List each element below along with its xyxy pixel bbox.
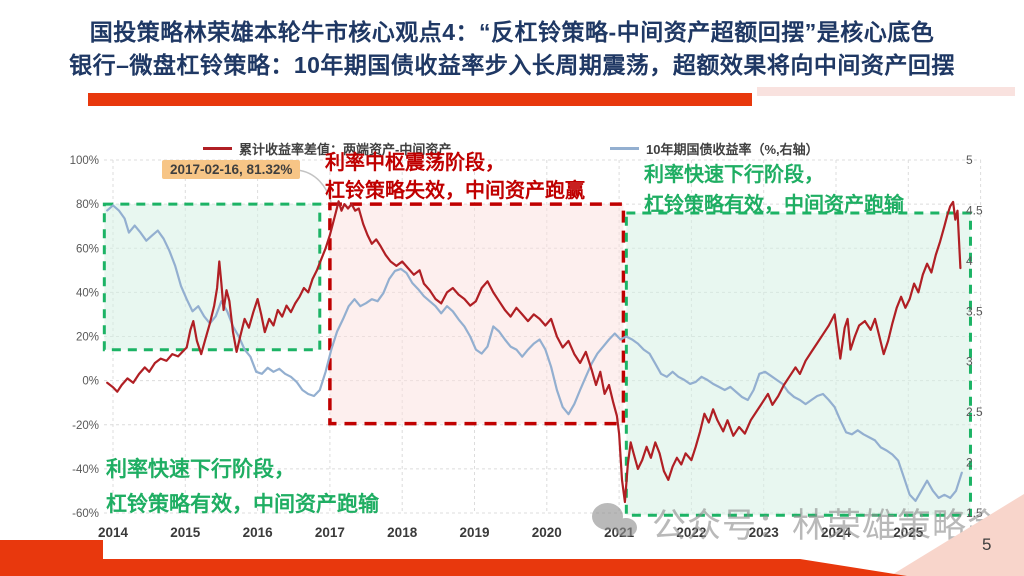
legend-label-red: 累计收益率差值：两端资产-中间资产: [239, 142, 452, 157]
title-line-2: 银行–微盘杠铃策略：10年期国债收益率步入长周期震荡，超额效果将向中间资产回摆: [69, 52, 955, 78]
red-line-swatch: [203, 147, 232, 150]
chart-legend: 累计收益率差值：两端资产-中间资产 10年期国债收益率（%,右轴）: [0, 139, 1024, 157]
y-axis-label-left: 20%: [76, 332, 99, 344]
series-line-red: [106, 200, 962, 504]
y-axis-label-left: 60%: [76, 243, 99, 255]
y-axis-label-right: 2: [966, 456, 973, 470]
page-number: 5: [982, 535, 992, 554]
x-axis-label: 2023: [749, 525, 780, 540]
annotation-right-green: 利率快速下行阶段， 杠铃策略有效，中间资产跑输: [644, 160, 904, 220]
x-axis-label: 2020: [532, 525, 562, 540]
y-axis-label-left: 80%: [76, 199, 99, 211]
series-line-blue: [106, 204, 963, 502]
legend-label-blue: 10年期国债收益率（%,右轴）: [646, 142, 819, 157]
y-axis-label-right: 5: [966, 153, 973, 167]
annotation-middle-red: 利率中枢震荡阶段， 杠铃策略失效，中间资产跑赢: [325, 149, 585, 205]
y-axis-label-right: 2.5: [966, 405, 983, 419]
annotation-middle-red-line1: 利率中枢震荡阶段，: [325, 152, 505, 174]
x-axis-label: 2024: [821, 525, 852, 540]
wechat-bubble-small: [615, 517, 637, 537]
x-axis-label: 2019: [459, 525, 489, 540]
blue-line-swatch: [610, 147, 639, 150]
decorative-pink-band: [757, 87, 1015, 96]
annotation-bottom-green: 利率快速下行阶段， 杠铃策略有效，中间资产跑输: [106, 452, 379, 522]
title-line-1: 国投策略林荣雄本轮牛市核心观点4：“反杠铃策略-中间资产超额回摆”是核心底色: [89, 19, 935, 45]
axis-labels: 100% 80% 60% 40% 20% 0% -20% -40% -60% 5 4.5 4 3.5 3 2…: [70, 153, 983, 540]
x-axis-label: 2014: [98, 525, 129, 540]
x-axis-label: 2022: [676, 525, 706, 540]
callout-leader-line: [296, 169, 332, 203]
x-axis-label: 2025: [893, 525, 924, 540]
legend-item-blue-series: 10年期国债收益率（%,右轴）: [610, 139, 819, 158]
highlight-box-green: [102, 202, 322, 352]
title-accent-bar: [88, 93, 752, 106]
x-axis-label: 2016: [243, 525, 274, 540]
annotation-right-green-line2: 杠铃策略有效，中间资产跑输: [644, 194, 904, 216]
annotation-middle-red-line2: 杠铃策略失效，中间资产跑赢: [325, 180, 585, 202]
y-axis-label-left: -60%: [72, 508, 99, 520]
peak-value-callout: 2017-02-16, 81.32%: [162, 160, 301, 179]
y-axis-label-right: 1.5: [966, 506, 983, 520]
highlight-box-green: [624, 211, 972, 517]
y-axis-label-left: -40%: [72, 464, 99, 476]
y-axis-label-left: 0%: [82, 376, 99, 388]
annotation-bottom-green-line1: 利率快速下行阶段，: [106, 458, 295, 481]
chart-series: [106, 200, 963, 504]
x-axis-label: 2018: [387, 525, 418, 540]
annotation-bottom-green-line2: 杠铃策略有效，中间资产跑输: [106, 493, 379, 516]
x-axis-label: 2017: [315, 525, 345, 540]
y-axis-label-left: 40%: [76, 287, 99, 299]
y-axis-label-right: 4: [966, 254, 973, 268]
y-axis-label-right: 4.5: [966, 203, 983, 217]
highlight-boxes: [102, 202, 972, 517]
x-axis-label: 2015: [170, 525, 201, 540]
y-axis-label-left: -20%: [72, 420, 99, 432]
wechat-icon: [592, 501, 642, 545]
y-axis-label-right: 3.5: [966, 304, 983, 318]
page-title: 国投策略林荣雄本轮牛市核心观点4：“反杠铃策略-中间资产超额回摆”是核心底色 银…: [20, 16, 1004, 82]
highlight-box-red: [328, 202, 626, 426]
y-axis-label-right: 3: [966, 355, 973, 369]
y-axis-label-left: 100%: [70, 155, 99, 167]
annotation-right-green-line1: 利率快速下行阶段，: [644, 164, 824, 186]
legend-item-red-series: 累计收益率差值：两端资产-中间资产: [203, 139, 451, 158]
